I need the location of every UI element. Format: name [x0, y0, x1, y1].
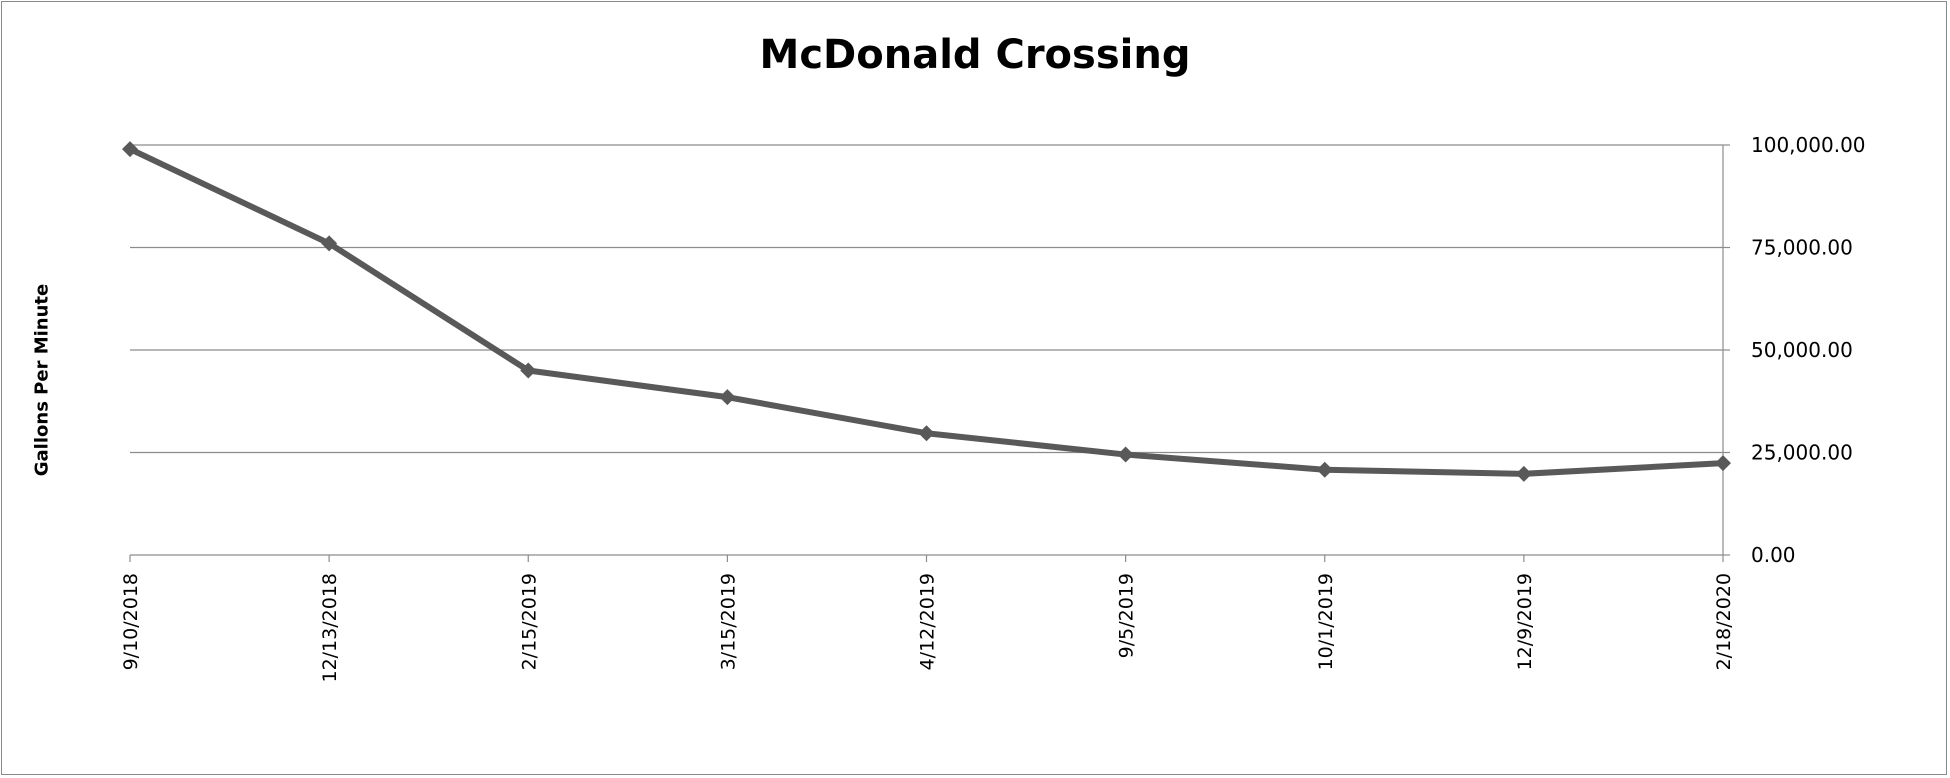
data-point	[520, 362, 537, 379]
data-point	[1515, 465, 1532, 482]
x-tick-label: 9/5/2019	[1116, 573, 1138, 658]
data-point	[321, 235, 338, 252]
data-point	[918, 425, 935, 442]
y-tick-label: 50,000.00	[1751, 338, 1853, 362]
data-point	[122, 141, 138, 158]
x-tick-labels: 9/10/2018 12/13/2018 2/15/2019 3/15/2019 4/1…	[120, 573, 1735, 683]
chart-title: McDonald Crossing	[759, 32, 1191, 78]
data-point	[1715, 455, 1731, 472]
x-tick-label: 10/1/2019	[1315, 573, 1337, 670]
x-tick-label: 2/18/2020	[1713, 573, 1735, 670]
series-line	[127, 146, 1726, 477]
data-point	[1316, 461, 1333, 478]
series-layer	[122, 141, 1731, 482]
y-tick-label: 100,000.00	[1751, 133, 1866, 157]
axes	[129, 144, 1730, 562]
x-tick-label: 12/13/2018	[319, 573, 341, 683]
x-tick-label: 3/15/2019	[717, 573, 739, 670]
y-tick-label: 75,000.00	[1751, 236, 1853, 260]
x-tick-label: 2/15/2019	[518, 573, 540, 670]
data-point	[719, 389, 736, 406]
y-tick-labels: 0.00 25,000.00 50,000.00 75,000.00 100,000.0…	[1751, 133, 1866, 567]
x-tick-label: 4/12/2019	[917, 573, 939, 670]
x-tick-label: 9/10/2018	[120, 573, 142, 670]
y-tick-label: 25,000.00	[1751, 441, 1853, 465]
data-point	[1117, 446, 1134, 463]
y-tick-label: 0.00	[1751, 543, 1796, 567]
x-tick-label: 12/9/2019	[1514, 573, 1536, 670]
gridlines	[130, 144, 1723, 454]
